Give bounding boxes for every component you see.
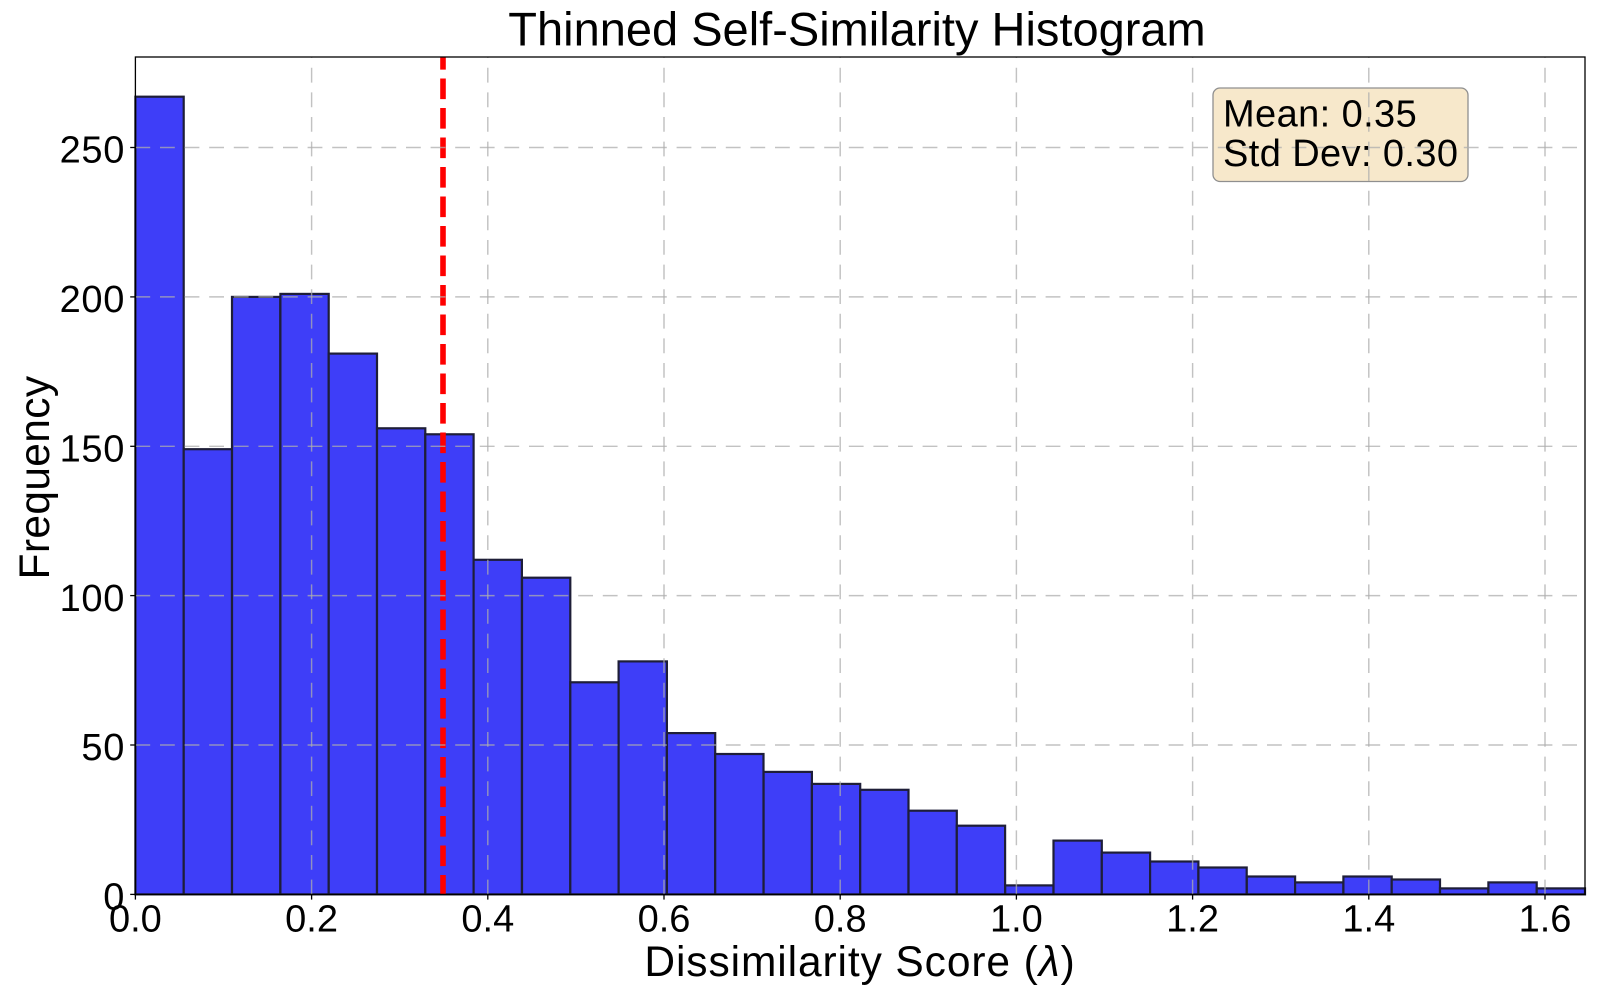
svg-text:Mean: 0.35: Mean: 0.35 (1223, 93, 1417, 135)
svg-text:1.4: 1.4 (1342, 899, 1395, 941)
svg-text:1.2: 1.2 (1166, 899, 1219, 941)
svg-text:Dissimilarity Score (λ): Dissimilarity Score (λ) (644, 939, 1075, 986)
svg-text:0.6: 0.6 (638, 899, 691, 941)
svg-text:0.2: 0.2 (285, 899, 338, 941)
svg-text:0.4: 0.4 (461, 899, 514, 941)
svg-text:0.0: 0.0 (109, 899, 162, 941)
svg-text:150: 150 (60, 429, 125, 471)
svg-text:Thinned Self-Similarity Histog: Thinned Self-Similarity Histogram (508, 3, 1205, 56)
svg-text:Frequency: Frequency (12, 375, 59, 579)
svg-text:250: 250 (60, 130, 125, 172)
svg-text:0: 0 (103, 877, 125, 919)
svg-text:1.0: 1.0 (990, 899, 1043, 941)
svg-text:100: 100 (60, 578, 125, 620)
svg-text:0.8: 0.8 (814, 899, 867, 941)
svg-text:1.6: 1.6 (1519, 899, 1572, 941)
svg-text:200: 200 (60, 279, 125, 321)
svg-text:Std Dev: 0.30: Std Dev: 0.30 (1223, 133, 1458, 175)
svg-text:50: 50 (81, 727, 125, 769)
